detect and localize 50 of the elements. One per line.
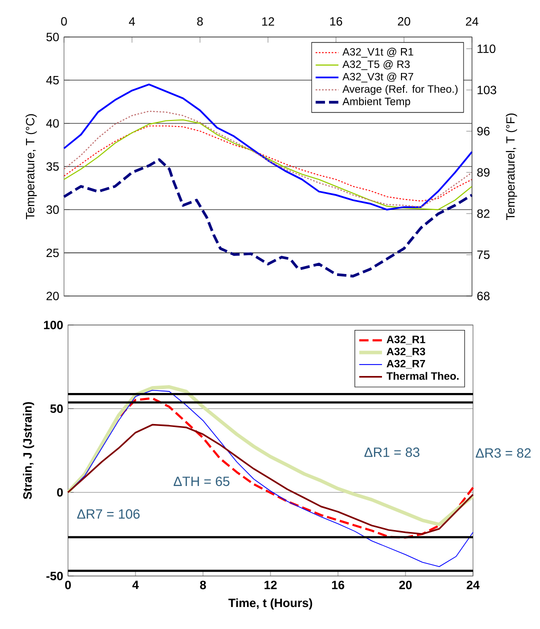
annotation: ΔR1 = 83 [364,448,420,457]
y2-tick-label: 82 [477,209,490,218]
x-tick-label: 4 [132,580,139,589]
x-tick-label: 24 [466,580,480,590]
x2-tick-label: 8 [197,17,203,26]
legend-label: A32_V1t @ R1 [342,48,414,58]
x2-tick-label: 12 [262,17,274,26]
y-axis-title: Strain, J (Jstrain) [22,402,34,500]
y-tick-label: 25 [46,248,59,258]
y-tick-label: 20 [46,292,59,300]
y-tick-label: -50 [46,572,63,580]
legend-label: A32_R1 [386,336,426,344]
legend-label: A32_V3t @ R7 [342,72,414,82]
y2-tick-label: 89 [477,168,490,177]
line-series [67,424,474,535]
x-tick-label: 8 [200,580,206,590]
legend-label: A32_R7 [386,360,426,369]
legend-label: Thermal Theo. [386,372,459,380]
y-tick-label: 30 [46,205,59,214]
y2-tick-label: 103 [478,86,496,94]
text: ΔR3 = 82 [476,448,531,458]
y-tick-label: 0 [57,488,63,497]
y-tick-label: 50 [50,404,63,413]
x2-tick-label: 16 [330,17,342,26]
annotation: ΔTH = 65 [174,476,230,486]
y-tick-label: 50 [46,32,59,42]
y2-tick-label: 68 [477,292,490,300]
x2-tick-label: 20 [398,17,410,26]
y2-tick-label: 96 [477,126,490,136]
x2-tick-label: 4 [128,17,135,26]
y-tick-label: 35 [46,162,59,171]
y-tick-label: 100 [44,320,63,330]
legend-label: A32_R3 [386,348,426,356]
legend-label: A32_T5 @ R3 [342,60,410,70]
y2-tick-label: 75 [477,250,490,259]
line-series [62,158,474,278]
legend-label: Ambient Temp [342,97,410,108]
x-axis-title: Time, t (Hours) [228,598,312,610]
y2-tick-label: 110 [478,44,496,54]
x2-tick-label: 24 [466,17,478,26]
x-tick-label: 16 [332,580,344,590]
annotation: ΔR7 = 106 [77,509,140,519]
y-tick-label: 45 [46,76,59,84]
legend-label: Average (Ref. for Theo.) [342,84,458,95]
x-tick-label: 0 [65,580,71,590]
y-axis-title: Temperature, T (°C) [26,114,37,220]
x-tick-label: 20 [399,580,412,590]
y2-axis-title: Temperaturel, T (°F) [506,114,518,220]
y-tick-label: 40 [46,119,59,128]
x-tick-label: 12 [264,580,277,590]
